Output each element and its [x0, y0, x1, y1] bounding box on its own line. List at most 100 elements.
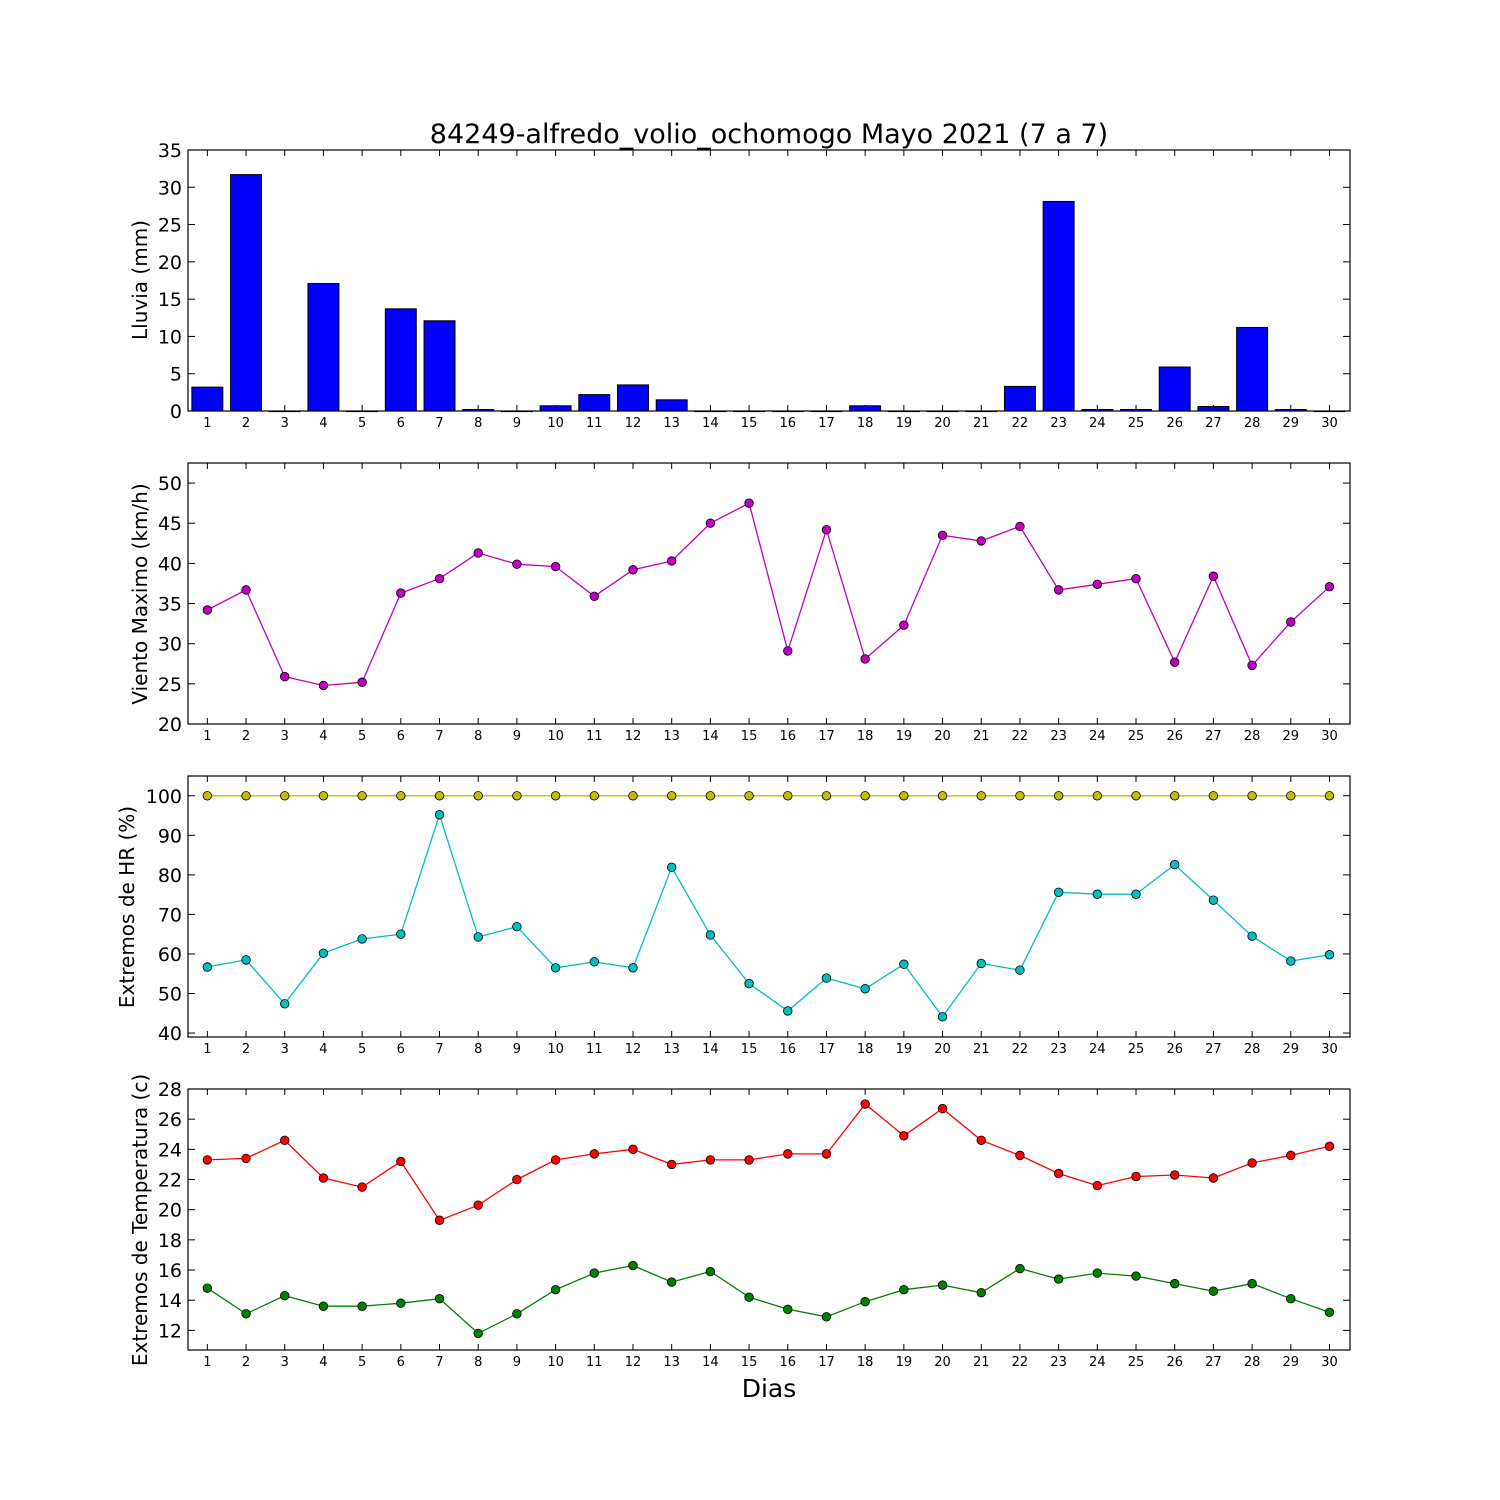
x-tick-label: 8 [474, 1042, 482, 1057]
point-day-1 [202, 1283, 213, 1293]
point-day-19 [899, 1131, 909, 1141]
y-tick-label: 25 [158, 674, 182, 696]
bar-day-21 [965, 410, 998, 413]
x-tick-label: 6 [397, 729, 405, 744]
point-day-3 [280, 999, 290, 1009]
point-day-26 [1170, 1278, 1180, 1289]
x-tick-label: 26 [1166, 1355, 1183, 1370]
point-day-15 [744, 1292, 754, 1302]
point-day-2 [241, 955, 251, 965]
point-day-14 [705, 791, 716, 801]
x-tick-label: 8 [474, 1355, 482, 1370]
y-tick-label: 30 [158, 177, 182, 199]
point-day-18 [860, 791, 870, 801]
x-tick-label: 24 [1089, 1042, 1106, 1057]
x-tick-label: 14 [702, 729, 719, 744]
x-tick-label: 10 [547, 416, 564, 431]
x-tick-label: 25 [1128, 416, 1145, 431]
bar-day-23 [1042, 200, 1075, 412]
point-day-28 [1247, 931, 1257, 941]
point-day-16 [783, 1304, 793, 1314]
x-tick-label: 1 [203, 1042, 211, 1057]
x-tick-label: 29 [1283, 1042, 1300, 1057]
point-day-22 [1015, 1263, 1025, 1274]
point-day-23 [1053, 887, 1064, 897]
point-day-15 [744, 498, 754, 508]
x-tick-label: 13 [663, 416, 680, 431]
point-day-26 [1170, 791, 1180, 801]
x-tick-label: 30 [1321, 1042, 1338, 1057]
y-tick-label: 20 [158, 252, 182, 274]
point-day-21 [976, 958, 986, 969]
point-day-2 [241, 1153, 251, 1164]
point-day-18 [860, 654, 870, 664]
x-tick-label: 26 [1166, 729, 1183, 744]
point-day-6 [396, 1298, 406, 1308]
y-tick-label: 15 [158, 289, 182, 311]
point-day-20 [937, 530, 948, 540]
point-day-28 [1247, 1278, 1257, 1289]
point-day-26 [1170, 859, 1180, 870]
y-tick-label: 22 [158, 1170, 182, 1192]
y-tick-label: 40 [158, 553, 182, 575]
point-day-1 [202, 1155, 213, 1165]
point-day-10 [550, 1155, 561, 1165]
point-day-19 [899, 791, 909, 801]
x-tick-label: 13 [663, 1042, 680, 1057]
x-tick-label: 28 [1244, 1042, 1261, 1057]
x-tick-label: 2 [242, 1355, 250, 1370]
point-day-17 [821, 791, 832, 801]
bar-day-29 [1274, 409, 1307, 412]
x-tick-label: 15 [741, 416, 758, 431]
point-day-22 [1015, 791, 1025, 801]
point-day-13 [666, 791, 677, 801]
point-day-24 [1092, 1268, 1103, 1278]
point-day-3 [280, 1135, 290, 1145]
x-tick-label: 15 [741, 1355, 758, 1370]
x-tick-label: 30 [1321, 1355, 1338, 1370]
x-tick-label: 16 [779, 416, 796, 431]
point-day-10 [550, 791, 561, 801]
x-tick-label: 2 [242, 416, 250, 431]
point-day-23 [1053, 791, 1064, 801]
bar-day-18 [849, 405, 882, 412]
x-tick-label: 26 [1166, 1042, 1183, 1057]
y-axis-label-humidity: Extremos de HR (%) [115, 806, 139, 1008]
x-tick-label: 23 [1050, 1042, 1067, 1057]
point-day-28 [1247, 1158, 1257, 1168]
x-tick-label: 17 [818, 729, 835, 744]
point-day-7 [434, 810, 445, 820]
point-day-24 [1092, 791, 1103, 801]
point-day-24 [1092, 889, 1103, 899]
y-tick-label: 16 [158, 1260, 182, 1282]
point-day-1 [202, 605, 213, 615]
y-tick-label: 20 [158, 1200, 182, 1222]
x-tick-label: 24 [1089, 416, 1106, 431]
point-day-25 [1131, 1171, 1141, 1182]
x-tick-label: 28 [1244, 416, 1261, 431]
x-tick-label: 17 [818, 1042, 835, 1057]
point-day-9 [512, 1174, 522, 1185]
point-day-18 [860, 984, 870, 994]
y-tick-label: 28 [158, 1079, 182, 1101]
point-day-1 [202, 962, 213, 972]
point-day-5 [357, 791, 367, 801]
x-tick-label: 5 [358, 1042, 366, 1057]
point-day-12 [628, 1144, 638, 1155]
x-tick-label: 9 [513, 1355, 521, 1370]
point-day-22 [1015, 521, 1025, 532]
plot-frame-temperature [187, 1088, 1351, 1351]
x-tick-label: 18 [857, 416, 874, 431]
point-day-11 [589, 957, 599, 967]
point-day-8 [473, 548, 483, 558]
point-day-11 [589, 1149, 599, 1159]
x-tick-label: 3 [281, 1355, 289, 1370]
point-day-12 [628, 1260, 638, 1271]
point-day-5 [357, 1182, 367, 1192]
y-tick-label: 35 [158, 140, 182, 162]
point-day-22 [1015, 965, 1025, 975]
bar-day-5 [346, 410, 379, 413]
x-tick-label: 11 [586, 1355, 603, 1370]
